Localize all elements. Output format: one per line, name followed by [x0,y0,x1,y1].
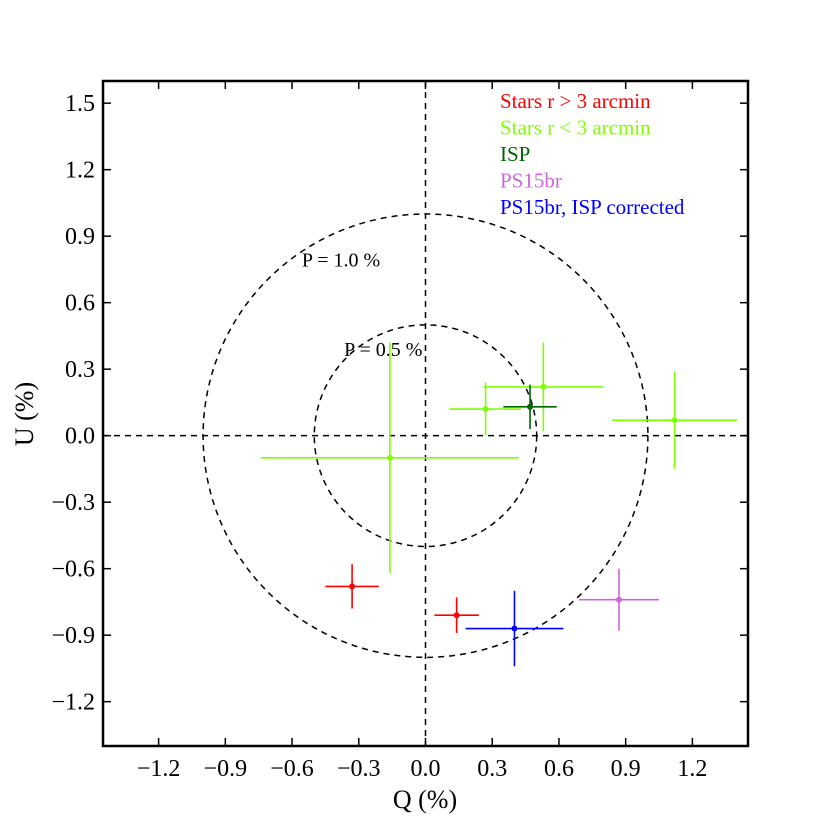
legend-entry: PS15br, ISP corrected [500,195,685,219]
data-point [527,403,534,410]
reference-circle [202,213,649,659]
y-tick-label: 1.5 [65,91,95,117]
y-tick-label: 1.2 [65,158,95,184]
data-point [671,417,678,424]
legend-entry: PS15br [500,169,562,193]
data-point [349,583,356,590]
x-tick-label: −0.3 [337,756,381,782]
x-tick-label: −0.6 [270,756,314,782]
y-tick-label: 0.6 [65,291,95,317]
x-tick-label: 0.9 [611,756,641,782]
data-points [349,383,678,632]
x-tick-label: −1.2 [137,756,181,782]
data-point [616,596,622,603]
circle-label: P = 1.0 % [302,250,380,272]
y-axis-ticks: −1.2 −0.9 −0.6 −0.3 0.0 0.3 0.6 0.9 1.2 1.5 [51,91,748,716]
y-tick-label: −0.3 [51,490,95,516]
y-tick-label: −1.2 [51,690,95,716]
x-tick-label: 0.0 [411,756,441,782]
x-tick-label: 1.2 [677,756,707,782]
data-point [482,406,489,413]
y-axis-title: U (%) [10,382,39,446]
y-tick-label: −0.6 [51,557,95,583]
reference-lines [103,81,748,746]
x-tick-label: 0.3 [477,756,507,782]
data-point [386,454,393,461]
legend-entry: ISP [500,142,530,166]
reference-circles [202,213,649,659]
x-axis-ticks: −1.2 −0.9 −0.6 −0.3 0.0 0.3 0.6 0.9 1.2 [137,81,707,782]
data-point [511,625,518,632]
data-point [540,383,547,390]
legend-entry: Stars r > 3 arcmin [500,89,651,113]
circle-labels: P = 1.0 % P = 0.5 % [302,250,423,362]
y-tick-label: 0.3 [65,357,95,383]
x-axis-title: Q (%) [393,785,457,814]
legend-entry: Stars r < 3 arcmin [500,116,651,140]
y-tick-label: 0.9 [65,224,95,250]
circle-label: P = 0.5 % [344,339,422,361]
y-tick-label: 0.0 [65,424,95,450]
x-tick-label: −0.9 [204,756,248,782]
reference-circle [313,324,538,548]
data-point [453,612,460,619]
error-bars [260,342,737,667]
x-tick-label: 0.6 [544,756,574,782]
y-tick-label: −0.9 [51,623,95,649]
